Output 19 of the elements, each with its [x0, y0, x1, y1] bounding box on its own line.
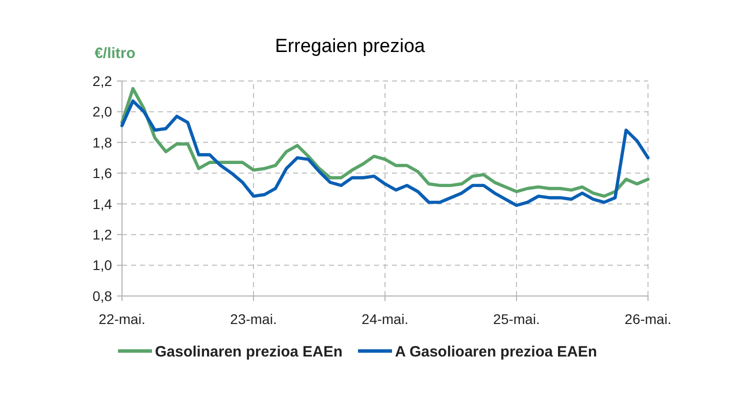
- x-tick-label: 24-mai.: [362, 311, 408, 327]
- chart-title: Erregaien prezioa: [275, 36, 426, 57]
- line-series: [120, 99, 650, 207]
- y-tick-label: 1,6: [92, 165, 112, 182]
- y-tick-label: 1,8: [92, 134, 112, 150]
- line-series: [120, 87, 650, 198]
- y-tick-label: 1,0: [92, 257, 112, 274]
- y-axis-title: €/litro: [94, 45, 136, 62]
- y-tick-label: 1,4: [92, 196, 112, 212]
- y-tick-label: 1,2: [92, 226, 112, 242]
- x-tick-label: 22-mai.: [98, 311, 146, 327]
- y-tick-label: 0,8: [92, 288, 112, 304]
- x-tick-label: 26-mai.: [624, 311, 672, 327]
- legend-label: Gasolinaren prezioa EAEn: [155, 343, 343, 360]
- x-tick-label: 23-mai.: [230, 311, 277, 327]
- legend-label: A Gasolioaren prezioa EAEn: [395, 343, 597, 360]
- y-tick-label: 2,0: [92, 104, 112, 120]
- x-tick-label: 25-mai.: [493, 311, 540, 327]
- y-tick-label: 2,2: [92, 72, 112, 89]
